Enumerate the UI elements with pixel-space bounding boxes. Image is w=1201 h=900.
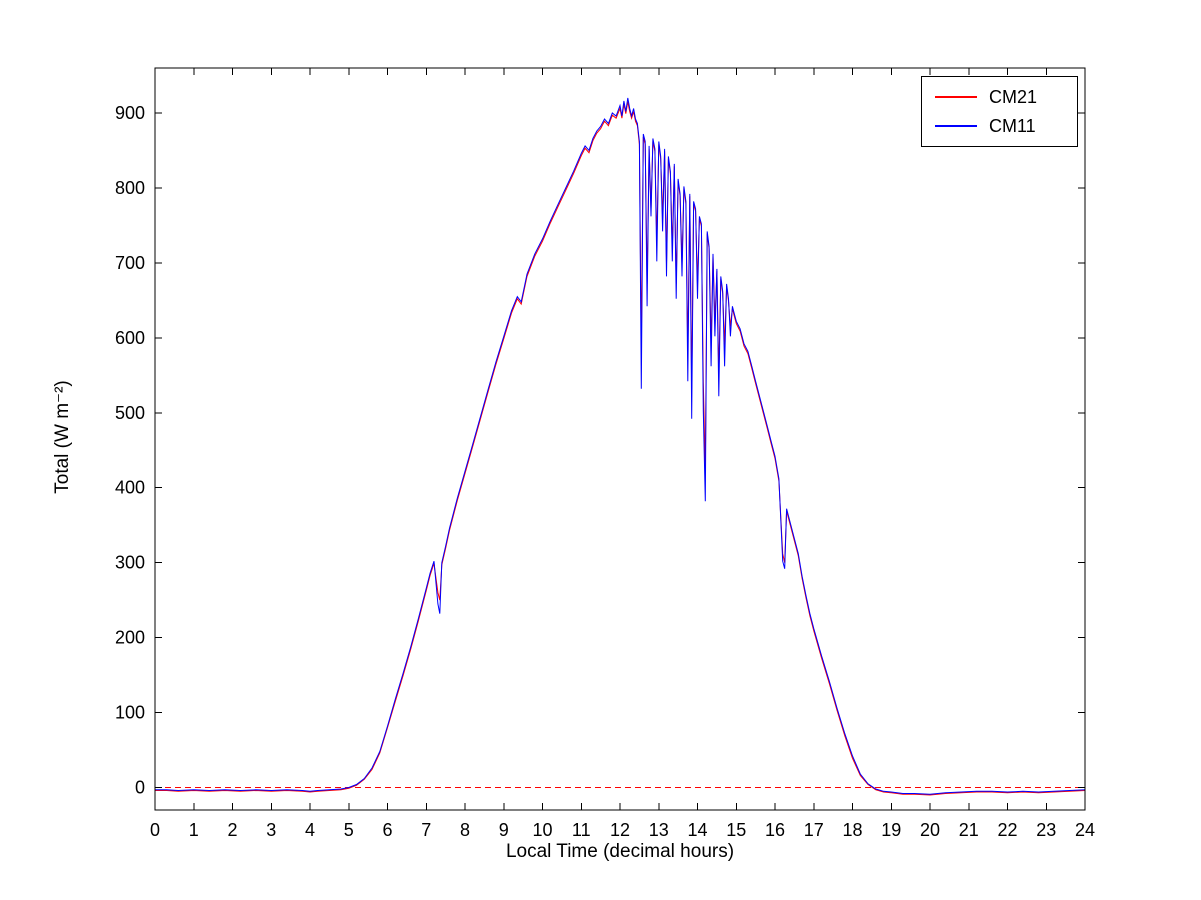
- x-tick-label: 4: [305, 820, 315, 840]
- axes-box: [154, 67, 1086, 811]
- x-tick-label: 9: [499, 820, 509, 840]
- legend-line-cm21: [935, 96, 977, 98]
- legend-label-cm21: CM21: [989, 87, 1038, 107]
- x-tick-label: 2: [227, 820, 237, 840]
- x-tick-label: 23: [1036, 820, 1056, 840]
- y-tick-label: 400: [115, 478, 145, 498]
- x-tick-label: 0: [150, 820, 160, 840]
- series-cm11: [155, 97, 1086, 795]
- x-tick-label: 3: [266, 820, 276, 840]
- y-axis-label: Total (W m⁻²): [52, 380, 73, 494]
- y-tick-label: 800: [115, 178, 145, 198]
- x-tick-label: 7: [421, 820, 431, 840]
- y-tick-label: 600: [115, 328, 145, 348]
- y-tick-label: 700: [115, 253, 145, 273]
- x-tick-label: 8: [460, 820, 470, 840]
- x-axis-label: Local Time (decimal hours): [505, 841, 735, 862]
- legend-item-cm21: CM21: [922, 88, 1077, 106]
- x-tick-label: 21: [959, 820, 979, 840]
- x-tick-label: 10: [532, 820, 552, 840]
- x-tick-label: 13: [649, 820, 669, 840]
- x-tick-label: 22: [997, 820, 1017, 840]
- x-tick-label: 19: [881, 820, 901, 840]
- legend-label-cm11: CM11: [989, 116, 1036, 136]
- x-tick-label: 16: [765, 820, 785, 840]
- y-tick-label: 0: [135, 778, 145, 798]
- y-tick-label: 200: [115, 628, 145, 648]
- x-tick-label: 24: [1075, 820, 1095, 840]
- x-tick-label: 12: [610, 820, 630, 840]
- x-tick-label: 20: [920, 820, 940, 840]
- y-tick-label: 300: [115, 553, 145, 573]
- x-tick-label: 6: [382, 820, 392, 840]
- legend-line-cm11: [935, 125, 977, 127]
- x-tick-label: 11: [572, 820, 591, 840]
- legend-item-cm11: CM11: [922, 117, 1077, 135]
- y-tick-label: 500: [115, 403, 145, 423]
- legend: CM21 CM11: [921, 76, 1078, 147]
- y-tick-label: 900: [115, 103, 145, 123]
- x-tick-label: 5: [344, 820, 354, 840]
- y-tick-label: 100: [115, 703, 145, 723]
- x-tick-label: 15: [726, 820, 746, 840]
- x-tick-label: 17: [804, 820, 824, 840]
- x-tick-label: 1: [189, 820, 199, 840]
- x-tick-label: 18: [842, 820, 862, 840]
- series-cm21: [155, 101, 1086, 796]
- x-tick-label: 14: [687, 820, 707, 840]
